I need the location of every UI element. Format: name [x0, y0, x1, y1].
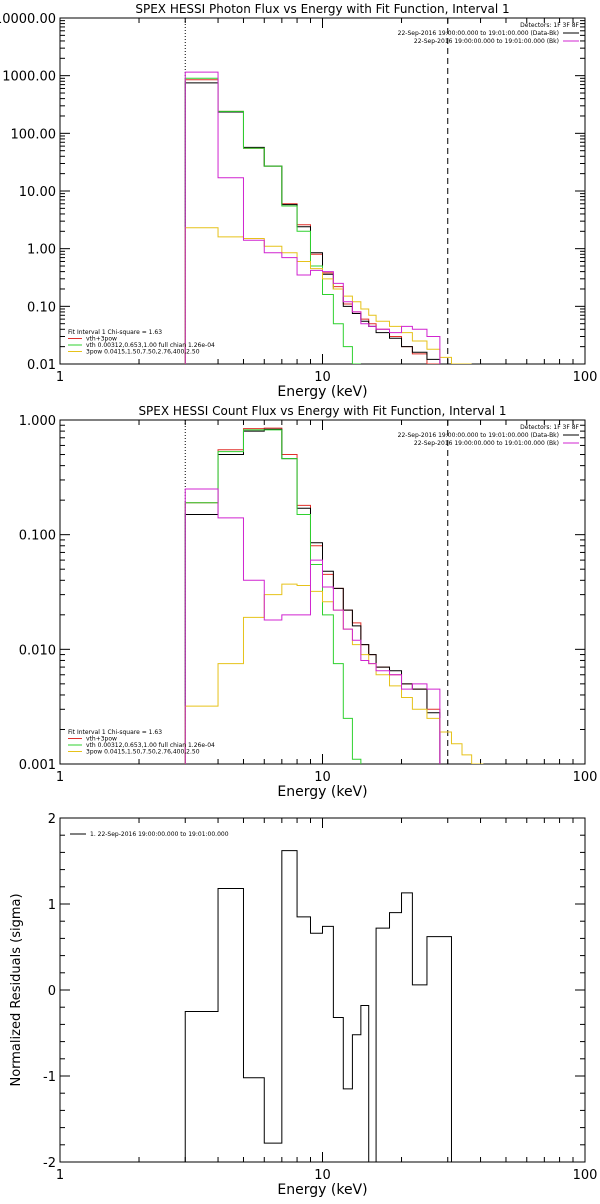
series-line-black — [184, 428, 441, 764]
plot-frame — [59, 817, 586, 1163]
legend-detectors: Detectors: 1F 3F 8F — [520, 424, 579, 431]
x-tick-label: 10 — [314, 770, 331, 785]
y-tick-label: 0 — [48, 984, 56, 999]
series-line-3pow — [184, 583, 484, 764]
legend-entry-label: vth 0.00312,0.653,1.00 full chian 1.26e-… — [86, 742, 215, 749]
y-tick-label: 100.00 — [11, 127, 57, 142]
x-tick-label: 1 — [56, 370, 64, 385]
legend-entry-label: vth+3pow — [86, 736, 117, 743]
series-line-vth — [184, 77, 361, 364]
x-tick-label: 1 — [56, 770, 64, 785]
y-tick-label: 0.100 — [19, 529, 56, 544]
legend-entry-label: 3pow 0.0415,1.50,7.50,2.76,400,2.50 — [86, 749, 200, 756]
legend-entry-label: vth+3pow — [86, 336, 117, 343]
series-line-1-22-sep-2016-19-00-00-000-to-19-01-00-000 — [184, 850, 452, 1162]
y-tick-label: -1 — [43, 1070, 56, 1085]
y-tick-label: 0.001 — [19, 758, 56, 773]
chart-panel-1: SPEX HESSI Photon Flux vs Energy with Fi… — [0, 2, 597, 400]
legend-entry-label: vth 0.00312,0.653,1.00 full chian 1.26e-… — [86, 342, 215, 349]
legend-fit-interval: Fit Interval 1 Chi-square = 1.63 — [68, 729, 162, 736]
y-tick-label: 10000.00 — [0, 12, 56, 27]
legend-entry-label: 22-Sep-2016 19:00:00.000 to 19:01:00.000… — [398, 432, 559, 439]
x-tick-label: 100 — [573, 770, 598, 785]
series-line-vth — [184, 429, 362, 764]
legend-detectors: Detectors: 1F 3F 8F — [520, 22, 579, 29]
x-axis-label: Energy (keV) — [277, 784, 367, 800]
y-tick-label: 1.00 — [27, 243, 56, 258]
y-tick-label: 0.01 — [27, 358, 56, 373]
chart-panel-2: SPEX HESSI Count Flux vs Energy with Fit… — [19, 404, 598, 800]
y-tick-label: -2 — [43, 1156, 56, 1171]
y-tick-label: 1.000 — [19, 414, 56, 429]
series-line-vth-3pow — [184, 79, 440, 364]
x-tick-label: 10 — [314, 1168, 331, 1183]
chart-panel-3: 1 10 100 Energy (keV) -2 -1 0 1 2 Normalized Resi… — [9, 812, 597, 1198]
x-tick-label: 100 — [573, 1168, 598, 1183]
series-line-vth-3pow — [184, 427, 441, 764]
series-line-3pow — [184, 227, 472, 364]
y-tick-label: 0.10 — [27, 300, 56, 315]
series-line-black — [184, 82, 441, 364]
legend-entry-label: 22-Sep-2016 19:00:00.000 to 19:01:00.000… — [414, 440, 559, 447]
y-tick-label: 1000.00 — [2, 70, 56, 85]
series-line-magenta — [184, 71, 441, 364]
x-axis-label: Energy (keV) — [277, 384, 367, 400]
y-tick-label: 2 — [48, 812, 56, 827]
x-tick-label: 10 — [314, 370, 331, 385]
x-axis-label: Energy (keV) — [277, 1182, 367, 1198]
legend-fit-interval: Fit Interval 1 Chi-square = 1.63 — [68, 329, 162, 336]
legend-entry-label: 1. 22-Sep-2016 19:00:00.000 to 19:01:00.… — [90, 831, 229, 838]
chart-title: SPEX HESSI Photon Flux vs Energy with Fi… — [135, 2, 509, 16]
series-line-magenta — [184, 488, 441, 764]
x-tick-label: 1 — [56, 1168, 64, 1183]
plot-frame — [59, 17, 586, 365]
legend-entry-label: 22-Sep-2016 19:00:00.000 to 19:01:00.000… — [414, 38, 559, 45]
y-tick-label: 0.010 — [19, 643, 56, 658]
chart-title: SPEX HESSI Count Flux vs Energy with Fit… — [138, 404, 506, 418]
y-tick-label: 10.00 — [19, 185, 56, 200]
legend-entry-label: 3pow 0.0415,1.50,7.50,2.76,400,2.50 — [86, 349, 200, 356]
x-tick-label: 100 — [573, 370, 598, 385]
y-axis-label: Normalized Residuals (sigma) — [9, 893, 24, 1086]
legend-entry-label: 22-Sep-2016 19:00:00.000 to 19:01:00.000… — [398, 30, 559, 37]
y-tick-label: 1 — [48, 898, 56, 913]
